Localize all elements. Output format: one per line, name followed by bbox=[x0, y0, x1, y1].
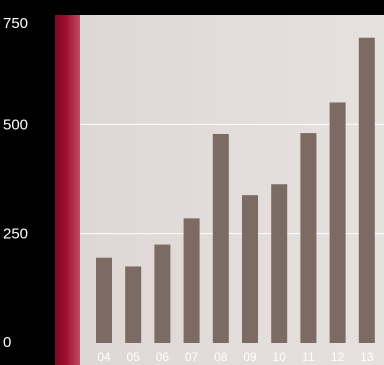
bar-10 bbox=[271, 184, 288, 343]
x-tick-label-04: 04 bbox=[97, 350, 111, 364]
x-tick-label-10: 10 bbox=[273, 350, 287, 364]
bars bbox=[96, 37, 375, 343]
bar-12 bbox=[329, 102, 346, 343]
x-tick-label-11: 11 bbox=[302, 350, 315, 364]
bar-09 bbox=[242, 195, 258, 343]
y-tick-label-500: 500 bbox=[3, 116, 28, 133]
x-tick-label-06: 06 bbox=[156, 350, 170, 364]
x-tick-label-09: 09 bbox=[243, 350, 257, 364]
y-tick-label-250: 250 bbox=[3, 226, 28, 243]
x-tick-label-13: 13 bbox=[360, 350, 374, 364]
bar-05 bbox=[125, 266, 142, 343]
x-axis-tick-labels: 04 05 06 07 08 09 10 11 12 13 bbox=[97, 350, 373, 364]
y-axis-tick-labels: 0 250 500 750 bbox=[3, 15, 28, 351]
bar-08 bbox=[212, 133, 229, 343]
accent-band bbox=[55, 15, 80, 365]
y-tick-label-0: 0 bbox=[3, 334, 11, 351]
bar-07 bbox=[183, 218, 200, 343]
bar-11 bbox=[300, 133, 317, 343]
x-tick-label-12: 12 bbox=[331, 350, 345, 364]
bar-04 bbox=[96, 257, 112, 343]
x-tick-label-08: 08 bbox=[214, 350, 228, 364]
bar-13 bbox=[358, 37, 375, 343]
x-tick-label-07: 07 bbox=[185, 350, 199, 364]
y-tick-label-750: 750 bbox=[3, 15, 28, 32]
bar-06 bbox=[154, 244, 171, 343]
x-tick-label-05: 05 bbox=[127, 350, 141, 364]
